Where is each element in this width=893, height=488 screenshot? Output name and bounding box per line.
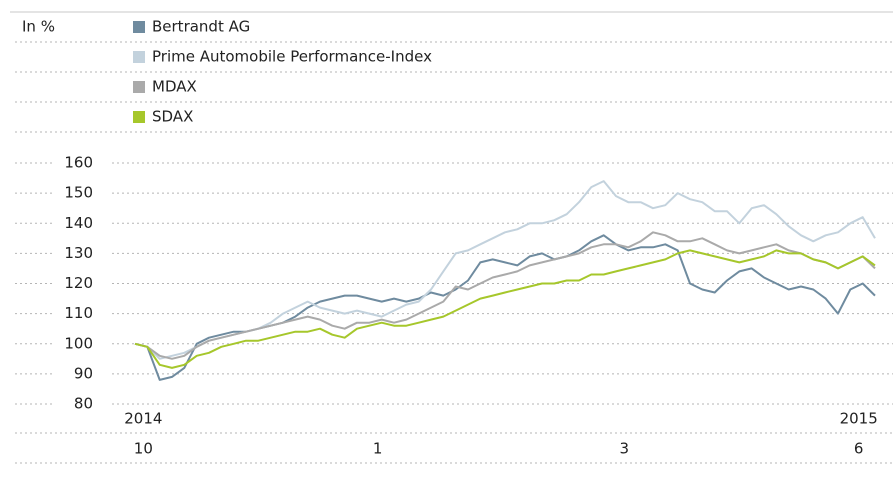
x-tick-label: 6 — [854, 440, 864, 458]
x-year-label: 2014 — [124, 410, 162, 428]
legend-swatch — [133, 21, 145, 33]
y-tick-label: 90 — [74, 364, 93, 382]
x-tick-label: 10 — [134, 440, 153, 458]
y-tick-label: 110 — [64, 304, 93, 322]
legend-label: MDAX — [152, 78, 197, 96]
legend-label: Prime Automobile Performance-Index — [152, 48, 432, 66]
y-tick-label: 140 — [64, 214, 93, 232]
legend-label: Bertrandt AG — [152, 18, 250, 36]
legend-swatch — [133, 51, 145, 63]
y-axis-label: In % — [22, 18, 55, 36]
y-tick-label: 80 — [74, 395, 93, 413]
y-tick-label: 130 — [64, 244, 93, 262]
series-line — [134, 249, 876, 369]
legend-label: SDAX — [152, 108, 193, 126]
y-tick-label: 150 — [64, 184, 93, 202]
y-tick-label: 100 — [64, 334, 93, 352]
y-tick-label: 160 — [64, 154, 93, 172]
legend-swatch — [133, 81, 145, 93]
x-tick-label: 1 — [373, 440, 383, 458]
x-year-label: 2015 — [840, 410, 878, 428]
x-tick-label: 3 — [620, 440, 630, 458]
y-tick-label: 120 — [64, 274, 93, 292]
legend-swatch — [133, 111, 145, 123]
series-line — [134, 231, 876, 360]
